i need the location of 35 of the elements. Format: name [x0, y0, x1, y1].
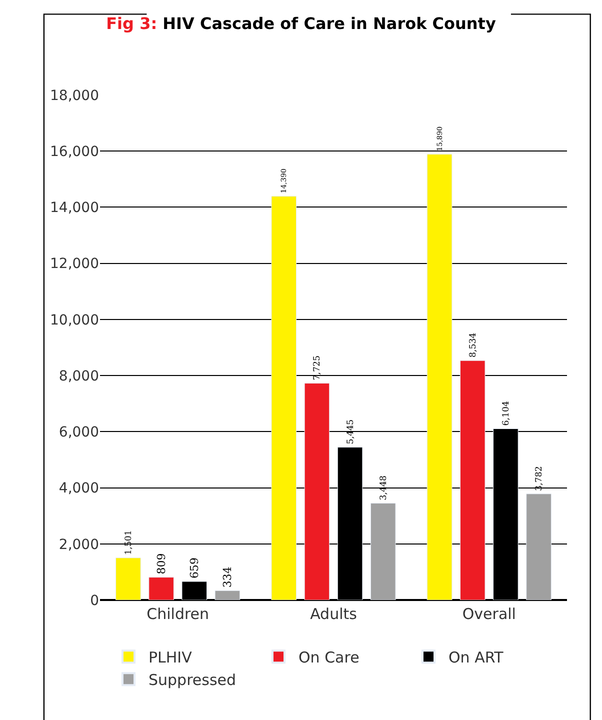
data-label: 5,445	[346, 419, 356, 444]
bar	[526, 494, 552, 600]
y-tick-label: 8,000	[58, 368, 99, 384]
data-label: 3,782	[534, 466, 545, 491]
data-label: 659	[188, 558, 201, 579]
data-label: 7,725	[312, 355, 323, 380]
data-label: 334	[220, 566, 234, 588]
x-tick-label: Adults	[310, 605, 358, 623]
legend-label: PLHIV	[148, 648, 193, 666]
y-tick-label: 6,000	[58, 424, 99, 441]
chart-title: Fig 3: HIV Cascade of Care in Narok County	[106, 14, 496, 34]
legend-label: On Care	[298, 648, 360, 666]
x-tick-label: Children	[146, 605, 210, 623]
y-tick-label: 12,000	[50, 256, 99, 272]
bar	[304, 383, 330, 600]
bar	[116, 558, 141, 600]
data-label: 8,534	[468, 332, 478, 358]
legend-label: On ART	[448, 648, 504, 666]
bar	[271, 196, 297, 600]
y-tick-label: 14,000	[50, 200, 99, 216]
y-tick-label: 0	[90, 592, 99, 609]
bar	[370, 503, 396, 600]
bar	[148, 577, 174, 600]
data-label: 6,104	[501, 400, 512, 426]
data-label: 809	[154, 553, 168, 574]
y-tick-label: 16,000	[50, 144, 99, 160]
y-tick-label: 2,000	[58, 536, 99, 553]
x-tick-label: Overall	[462, 605, 516, 623]
bar	[460, 360, 486, 600]
y-tick-label: 10,000	[50, 312, 99, 328]
y-tick-label: 4,000	[58, 480, 99, 497]
bar	[214, 590, 240, 600]
bar	[426, 154, 452, 600]
legend-label: Suppressed	[148, 671, 236, 689]
y-tick-label: 18,000	[50, 88, 99, 104]
